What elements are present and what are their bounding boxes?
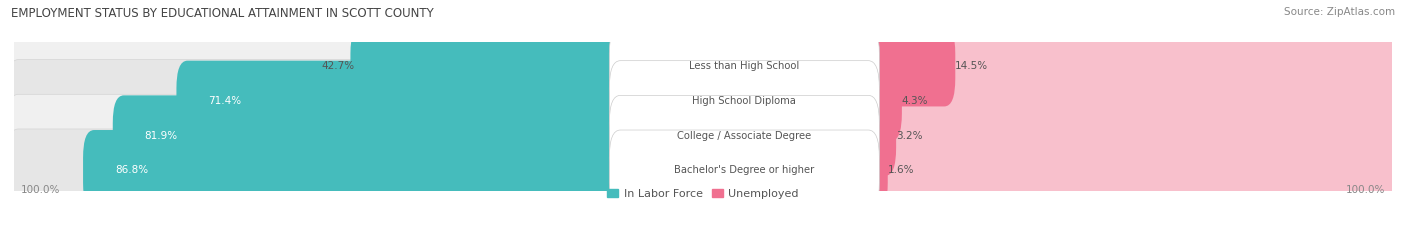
Text: 4.3%: 4.3% [901, 96, 928, 106]
Text: Bachelor's Degree or higher: Bachelor's Degree or higher [675, 165, 814, 175]
FancyBboxPatch shape [7, 94, 1399, 177]
FancyBboxPatch shape [858, 26, 1399, 106]
FancyBboxPatch shape [7, 25, 1399, 107]
Text: Source: ZipAtlas.com: Source: ZipAtlas.com [1284, 7, 1395, 17]
Text: EMPLOYMENT STATUS BY EDUCATIONAL ATTAINMENT IN SCOTT COUNTY: EMPLOYMENT STATUS BY EDUCATIONAL ATTAINM… [11, 7, 434, 20]
Text: 100.0%: 100.0% [1346, 185, 1385, 195]
Legend: In Labor Force, Unemployed: In Labor Force, Unemployed [603, 184, 803, 203]
FancyBboxPatch shape [609, 130, 879, 210]
Text: 71.4%: 71.4% [208, 96, 242, 106]
FancyBboxPatch shape [83, 130, 631, 210]
Text: 86.8%: 86.8% [115, 165, 148, 175]
Text: 14.5%: 14.5% [955, 61, 988, 71]
FancyBboxPatch shape [858, 95, 1399, 176]
Text: College / Associate Degree: College / Associate Degree [678, 130, 811, 140]
FancyBboxPatch shape [858, 61, 1399, 141]
Text: 100.0%: 100.0% [21, 185, 60, 195]
FancyBboxPatch shape [858, 130, 887, 210]
FancyBboxPatch shape [609, 26, 879, 106]
Text: 3.2%: 3.2% [896, 130, 922, 140]
FancyBboxPatch shape [7, 60, 1399, 142]
FancyBboxPatch shape [7, 129, 1399, 212]
FancyBboxPatch shape [609, 95, 879, 176]
FancyBboxPatch shape [858, 61, 901, 141]
FancyBboxPatch shape [350, 26, 631, 106]
Text: Less than High School: Less than High School [689, 61, 800, 71]
FancyBboxPatch shape [112, 95, 631, 176]
Text: 42.7%: 42.7% [322, 61, 354, 71]
FancyBboxPatch shape [176, 61, 631, 141]
FancyBboxPatch shape [858, 95, 896, 176]
FancyBboxPatch shape [609, 61, 879, 141]
Text: 81.9%: 81.9% [145, 130, 177, 140]
Text: High School Diploma: High School Diploma [692, 96, 796, 106]
Text: 1.6%: 1.6% [887, 165, 914, 175]
FancyBboxPatch shape [858, 130, 1399, 210]
FancyBboxPatch shape [858, 26, 955, 106]
